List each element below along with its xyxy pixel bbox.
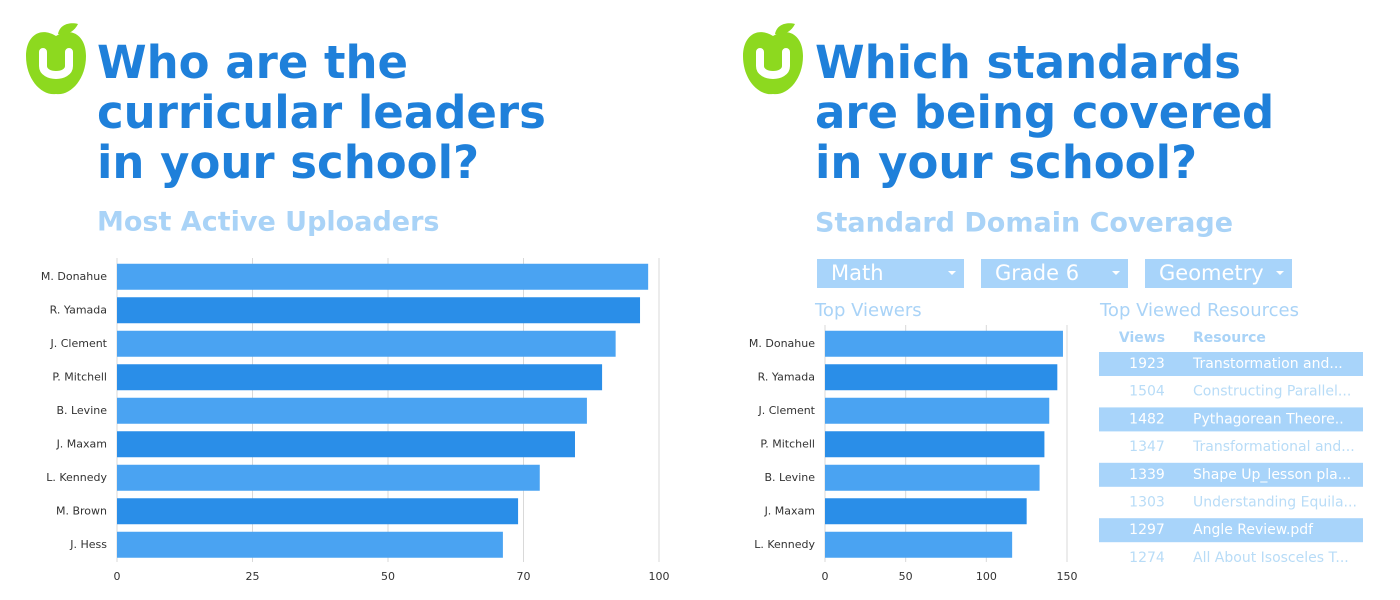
row-highlight <box>1099 518 1363 543</box>
x-tick-label: 70 <box>517 570 531 583</box>
category-label: J. Maxam <box>764 504 815 517</box>
heading-line: Which standards <box>815 36 1241 89</box>
table-cell[interactable]: 1504 <box>1129 384 1165 400</box>
row-highlight <box>1099 462 1363 487</box>
column-header: Resource <box>1193 330 1266 346</box>
bar <box>117 531 503 558</box>
category-label: M. Donahue <box>749 337 815 350</box>
category-label: M. Donahue <box>41 270 107 283</box>
bar <box>825 498 1027 525</box>
table-cell[interactable]: 1274 <box>1129 550 1165 566</box>
filter-dropdown[interactable] <box>817 259 964 288</box>
category-label: J. Hess <box>69 538 107 551</box>
row-highlight <box>1099 352 1363 376</box>
x-tick-label: 25 <box>246 570 260 583</box>
table-cell[interactable]: Transtormation and... <box>1192 356 1343 372</box>
category-label: J. Clement <box>757 404 815 417</box>
bar <box>117 297 641 324</box>
bar <box>117 431 575 458</box>
category-label: J. Maxam <box>56 437 107 450</box>
category-label: R. Yamada <box>758 370 815 383</box>
filter-dropdown[interactable] <box>1145 259 1292 288</box>
category-label: L. Kennedy <box>754 538 815 551</box>
table-cell[interactable]: 1347 <box>1129 439 1165 455</box>
bar <box>117 263 649 290</box>
bar <box>117 330 616 357</box>
table-cell[interactable]: Angle Review.pdf <box>1193 522 1314 538</box>
filter-label[interactable]: Math <box>831 261 884 285</box>
bar <box>117 397 587 424</box>
heading-line: Who are the <box>97 36 408 89</box>
category-label: B. Levine <box>764 471 815 484</box>
category-label: P. Mitchell <box>52 370 107 383</box>
table-cell[interactable]: 1339 <box>1129 467 1165 483</box>
x-tick-label: 100 <box>976 570 997 583</box>
x-tick-label: 50 <box>899 570 913 583</box>
x-tick-label: 100 <box>649 570 670 583</box>
table-cell[interactable]: Transformational and... <box>1192 439 1355 455</box>
category-label: M. Brown <box>56 504 107 517</box>
heading-line: in your school? <box>97 136 479 189</box>
table-cell[interactable]: Pythagorean Theore.. <box>1193 411 1344 427</box>
logo <box>26 23 86 95</box>
dropdown-arrow <box>1276 271 1284 275</box>
table-cell[interactable]: All About Isosceles T... <box>1193 550 1349 566</box>
bar <box>825 464 1040 491</box>
table-cell[interactable]: 1923 <box>1129 356 1165 372</box>
bar <box>825 397 1050 424</box>
subtitle: Most Active Uploaders <box>97 207 439 238</box>
bar <box>825 364 1058 391</box>
filter-label[interactable]: Grade 6 <box>995 261 1079 285</box>
table-cell[interactable]: Understanding Equila... <box>1193 495 1357 511</box>
column-header: Views <box>1119 330 1165 346</box>
table-title: Top Viewed Resources <box>1099 300 1299 321</box>
table-cell[interactable]: 1303 <box>1129 495 1165 511</box>
x-tick-label: 50 <box>381 570 395 583</box>
table-cell[interactable]: 1297 <box>1129 522 1165 538</box>
bar <box>825 330 1063 357</box>
dropdown-arrow <box>948 271 956 275</box>
heading-line: are being covered <box>815 86 1274 139</box>
subtitle: Standard Domain Coverage <box>815 208 1233 239</box>
bar <box>117 498 519 525</box>
logo <box>743 23 803 95</box>
dropdown-arrow <box>1112 271 1120 275</box>
table-cell[interactable]: 1482 <box>1129 411 1165 427</box>
table-cell[interactable]: Constructing Parallel... <box>1193 384 1351 400</box>
bar <box>117 364 603 391</box>
category-label: J. Clement <box>49 337 107 350</box>
category-label: R. Yamada <box>50 303 107 316</box>
bar <box>825 431 1045 458</box>
section-title: Top Viewers <box>814 300 922 321</box>
x-tick-label: 0 <box>114 570 121 583</box>
filter-dropdown[interactable] <box>981 259 1128 288</box>
category-label: L. Kennedy <box>46 471 107 484</box>
x-tick-label: 0 <box>822 570 829 583</box>
x-tick-label: 150 <box>1057 570 1078 583</box>
bar <box>825 531 1013 558</box>
heading-line: curricular leaders <box>97 86 546 139</box>
bar <box>117 464 540 491</box>
category-label: B. Levine <box>56 404 107 417</box>
category-label: P. Mitchell <box>760 437 815 450</box>
table-cell[interactable]: Shape Up_lesson pla... <box>1193 467 1351 483</box>
row-highlight <box>1099 407 1363 432</box>
heading-line: in your school? <box>815 136 1197 189</box>
filter-label[interactable]: Geometry <box>1159 261 1264 285</box>
